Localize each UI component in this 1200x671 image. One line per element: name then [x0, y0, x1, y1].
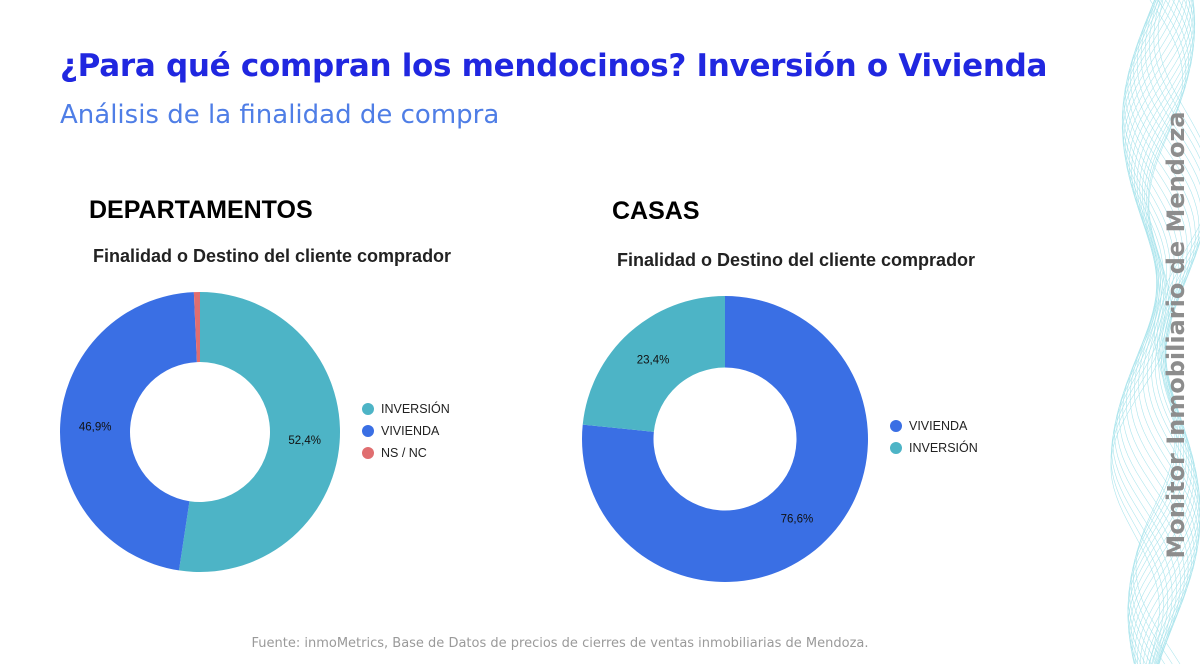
legend-label: VIVIENDA [909, 419, 968, 433]
slice-label-inversion: 23,4% [637, 354, 670, 366]
wave-line [1119, 0, 1196, 665]
slice-label-vivienda: 46,9% [79, 421, 112, 433]
wave-line [1114, 0, 1194, 665]
legend-swatch [890, 442, 902, 454]
legend-swatch [362, 425, 374, 437]
legend-item-vivienda: VIVIENDA [890, 415, 978, 437]
wave-line [1132, 0, 1200, 665]
slice-inversion [582, 296, 725, 432]
wave-line [1124, 0, 1199, 665]
wave-line [1129, 0, 1200, 665]
slice-label-inversion: 52,4% [288, 435, 321, 447]
page-subtitle: Análisis de la finalidad de compra [60, 100, 500, 130]
slice-inversion [178, 292, 340, 572]
legend-item-inversion: INVERSIÓN [362, 398, 450, 420]
wave-line [1127, 0, 1200, 665]
legend-swatch [362, 403, 374, 415]
donut-chart-departamentos: 52,4% 46,9% [59, 292, 340, 572]
legend-departamentos: INVERSIÓN VIVIENDA NS / NC [362, 398, 450, 464]
legend-label: INVERSIÓN [909, 441, 978, 455]
wave-line [1123, 0, 1200, 665]
section-title-casas: CASAS [612, 197, 700, 225]
legend-item-ns-nc: NS / NC [362, 442, 450, 464]
chart-title-departamentos: Finalidad o Destino del cliente comprado… [93, 246, 452, 266]
wave-line [1130, 0, 1200, 665]
chart-title-casas: Finalidad o Destino del cliente comprado… [617, 250, 976, 270]
wave-line [1116, 0, 1195, 665]
wave-line [1128, 0, 1195, 665]
legend-swatch [362, 447, 374, 459]
slice-vivienda [59, 292, 197, 571]
wave-line [1127, 0, 1200, 665]
legend-label: NS / NC [381, 446, 427, 460]
page-title: ¿Para qué compran los mendocinos? Invers… [60, 48, 1048, 84]
donut-chart-casas: 76,6% 23,4% [582, 296, 868, 582]
wave-line [1135, 0, 1200, 665]
slice-ns-nc [193, 292, 200, 363]
wave-line [1122, 0, 1196, 665]
legend-label: INVERSIÓN [381, 402, 450, 416]
legend-swatch [890, 420, 902, 432]
wave-line [1128, 0, 1200, 665]
slice-vivienda [582, 296, 868, 582]
legend-casas: VIVIENDA INVERSIÓN [890, 415, 978, 459]
section-title-departamentos: DEPARTAMENTOS [89, 196, 313, 224]
wave-line [1127, 0, 1196, 665]
legend-item-vivienda: VIVIENDA [362, 420, 450, 442]
decorative-wave-pattern [1110, 0, 1200, 665]
source-footnote: Fuente: inmoMetrics, Base de Datos de pr… [251, 636, 869, 651]
legend-item-inversion: INVERSIÓN [890, 437, 978, 459]
side-brand-text: Monitor Inmobiliario de Mendoza [1162, 111, 1190, 559]
slice-label-vivienda: 76,6% [781, 514, 814, 526]
legend-label: VIVIENDA [381, 424, 440, 438]
